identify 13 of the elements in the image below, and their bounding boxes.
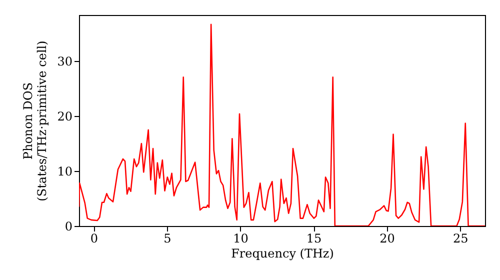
- y-axis-title: Phonon DOS (States/THz·primitive cell): [21, 40, 50, 202]
- x-tick-label: 5: [164, 232, 172, 246]
- x-tick-label: 15: [306, 232, 322, 246]
- y-tick-label: 30: [57, 54, 72, 69]
- x-tick-label: 0: [90, 232, 98, 246]
- x-tick-label: 10: [233, 232, 248, 246]
- x-axis-title: Frequency (THz): [231, 246, 334, 260]
- y-tick-label: 10: [57, 164, 72, 179]
- y-tick-label: 20: [57, 110, 72, 124]
- line-series: [79, 24, 485, 226]
- x-tick-label: 25: [452, 232, 468, 246]
- x-tick-label: 20: [380, 232, 395, 246]
- y-tick-label: 0: [64, 220, 72, 234]
